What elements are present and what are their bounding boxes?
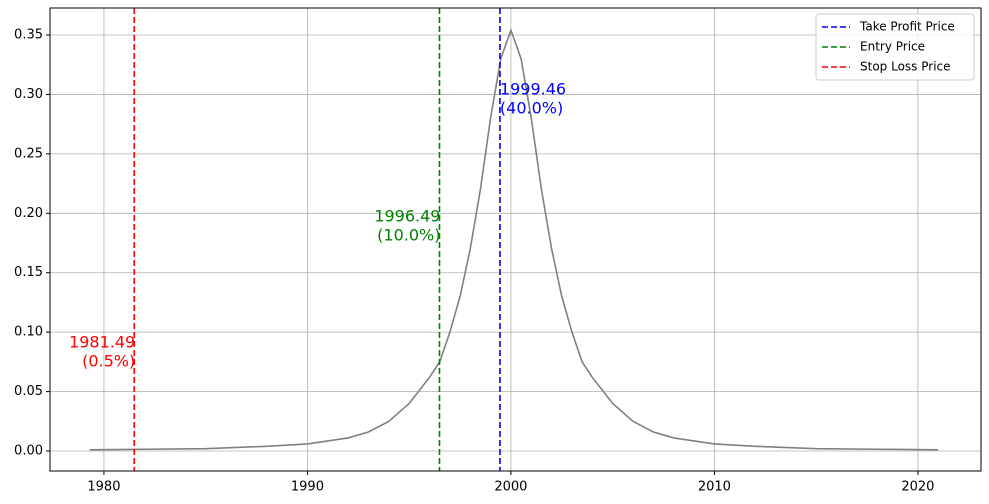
annotation-value: 1981.49 [69,333,135,352]
y-tick-label: 0.10 [14,325,43,340]
annotation-note: (0.5%) [82,352,135,371]
legend-label: Stop Loss Price [860,60,951,74]
legend-label: Entry Price [860,40,925,54]
x-tick-label: 2010 [698,480,731,495]
y-tick-label: 0.05 [14,384,43,399]
annotation-value: 1999.46 [500,80,566,99]
x-tick-label: 1990 [291,480,324,495]
y-tick-label: 0.00 [14,444,43,459]
plot-frame [49,7,982,472]
annotation-note: (10.0%) [377,226,440,245]
annotation-value: 1996.49 [374,207,440,226]
y-tick-label: 0.30 [14,87,43,102]
x-tick-label: 1980 [87,480,120,495]
y-tick-label: 0.15 [14,265,43,280]
annotation-note: (40.0%) [500,99,563,118]
y-tick-label: 0.20 [14,206,43,221]
line [89,27,939,451]
x-tick-label: 2000 [494,480,527,495]
x-tick-label: 2020 [901,480,934,495]
legend-label: Take Profit Price [859,20,955,34]
y-tick-label: 0.25 [14,146,43,161]
legend-box [815,13,975,81]
y-tick-label: 0.35 [14,27,43,42]
